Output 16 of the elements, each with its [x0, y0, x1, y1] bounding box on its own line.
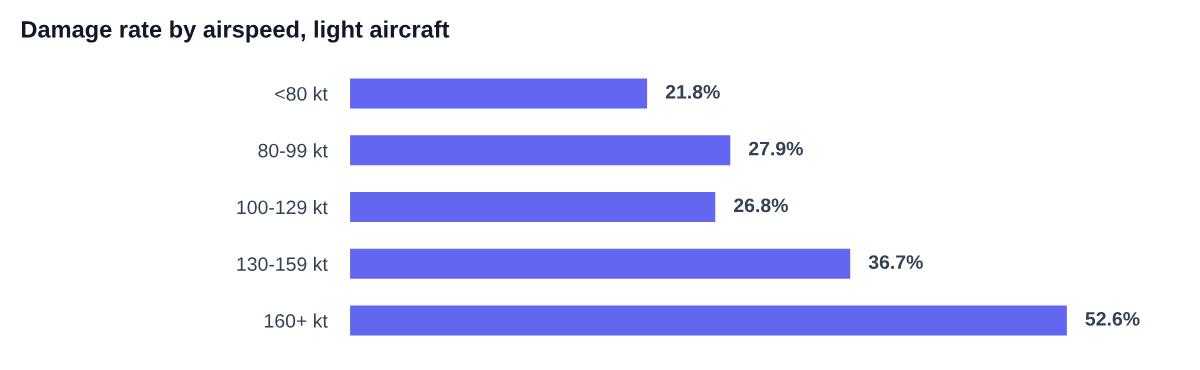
bar: [350, 248, 851, 279]
bar: [350, 135, 731, 166]
y-tick-label: 130-159 kt: [237, 256, 328, 272]
chart-title: Damage rate by airspeed, light aircraft: [21, 20, 450, 43]
data-label: 21.8%: [665, 84, 720, 99]
y-tick-label: 160+ kt: [264, 313, 328, 328]
data-label: 52.6%: [1085, 311, 1140, 326]
y-tick-label: 100-129 kt: [237, 199, 328, 215]
data-label: 27.9%: [748, 141, 803, 156]
bar: [350, 191, 716, 223]
y-tick-label: 80-99 kt: [258, 143, 328, 158]
data-label: 36.7%: [868, 255, 923, 270]
y-tick-label: <80 kt: [275, 86, 328, 101]
data-label: 26.8%: [734, 198, 788, 213]
bar: [350, 78, 648, 109]
bar: [350, 305, 1067, 336]
